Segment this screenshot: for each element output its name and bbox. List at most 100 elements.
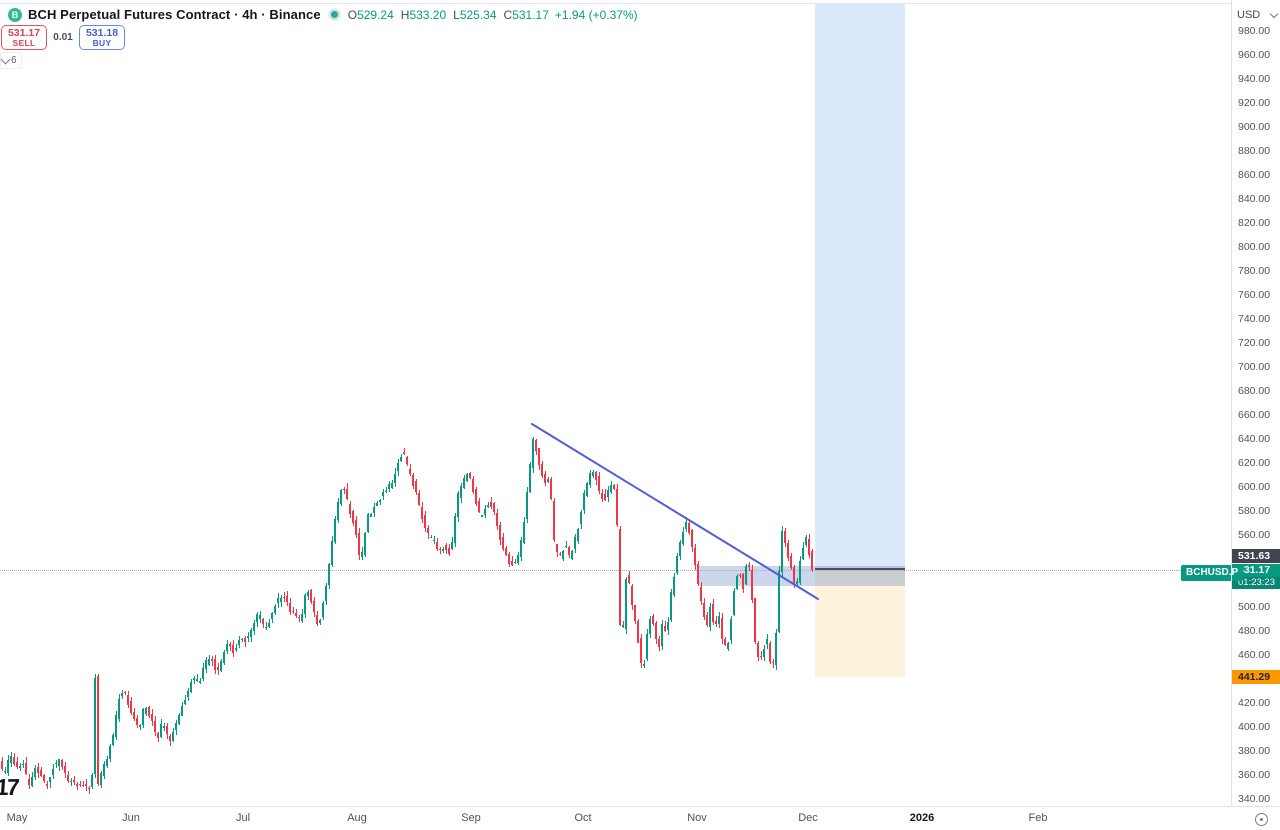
gear-icon[interactable] [1255, 813, 1268, 826]
time-label: Jul [235, 812, 251, 824]
candle [361, 551, 363, 557]
candle [19, 766, 21, 768]
candle [208, 659, 210, 665]
candle [325, 585, 327, 602]
price-axis[interactable]: USD 980.00 960.00 940.00 920.00 900.00 880.00… [1232, 0, 1280, 806]
candle [124, 691, 126, 694]
candle [676, 556, 678, 574]
candle [748, 564, 750, 568]
candle [811, 551, 813, 570]
bch-logo-icon: B [8, 7, 22, 22]
stop-price-label: 441.29 [1232, 670, 1280, 685]
candle [427, 527, 429, 534]
candle [142, 708, 144, 725]
price-tick: 980.00 [1238, 25, 1271, 37]
candle-wick [185, 695, 186, 706]
last-price-dotted-line [0, 569, 1231, 571]
ohlc-values: O529.24 H533.20 L525.34 C531.17 [348, 8, 549, 22]
candle [688, 522, 690, 533]
price-tick: 380.00 [1238, 745, 1271, 757]
candle [472, 478, 474, 492]
candle [49, 777, 51, 783]
trendline-drawing[interactable] [0, 0, 1231, 806]
candle [295, 612, 297, 617]
candle [733, 591, 735, 615]
candle [43, 774, 45, 782]
candle [415, 481, 417, 492]
candle [247, 636, 249, 638]
candle [220, 661, 222, 671]
candle [412, 474, 414, 486]
candle [235, 647, 237, 651]
position-entry-line[interactable] [815, 568, 905, 571]
candle-wick [344, 487, 345, 495]
candle [187, 690, 189, 697]
candle [700, 586, 702, 602]
currency-selector[interactable]: USD [1232, 7, 1280, 23]
symbol-title[interactable]: BCH Perpetual Futures Contract · 4h · Bi… [28, 7, 321, 22]
time-axis[interactable]: May Jun Jul Aug Sep Oct Nov Dec 2026 Feb [0, 807, 1280, 830]
candle [367, 514, 369, 533]
candle [697, 564, 699, 584]
price-tick: 660.00 [1238, 409, 1271, 421]
candle [607, 490, 609, 498]
candle [430, 537, 432, 539]
candle [547, 479, 549, 482]
candle [526, 491, 528, 519]
long-position-target-box[interactable] [815, 4, 905, 570]
candle [532, 438, 534, 469]
sell-button[interactable]: 531.17 SELL [1, 25, 47, 50]
candle-wick [386, 486, 387, 493]
candle-wick [380, 498, 381, 506]
candle [109, 745, 111, 760]
candle [724, 638, 726, 646]
candle [433, 540, 435, 542]
price-tick: 360.00 [1238, 769, 1271, 781]
drawings-count-toggle[interactable]: 6 [0, 52, 22, 69]
candle [181, 705, 183, 716]
chevron-down-icon [1269, 9, 1279, 18]
buy-button[interactable]: 531.18 BUY [79, 25, 125, 50]
candle [628, 574, 630, 583]
candle [799, 560, 801, 584]
time-label: Jun [122, 812, 140, 824]
candle [457, 493, 459, 518]
candle [373, 507, 375, 514]
candle [55, 762, 57, 765]
candle [202, 667, 204, 679]
candle [478, 501, 480, 512]
candle [241, 638, 243, 640]
candle [157, 732, 159, 738]
candle [391, 482, 393, 488]
candle [106, 758, 108, 766]
candle [346, 488, 348, 500]
price-tick: 340.00 [1238, 793, 1271, 805]
support-zone-rectangle[interactable] [698, 565, 905, 586]
candle [211, 658, 213, 661]
tradingview-logo[interactable]: 17 [0, 774, 19, 800]
candle [610, 485, 612, 493]
candle [46, 783, 48, 786]
candle-wick [440, 546, 441, 554]
candle-wick [404, 447, 405, 455]
candle [229, 644, 231, 647]
candle [601, 492, 603, 500]
chart-pane[interactable]: B BCH Perpetual Futures Contract · 4h · … [0, 0, 1231, 806]
long-position-risk-box[interactable] [815, 569, 905, 678]
candle [778, 571, 780, 632]
candle [703, 603, 705, 618]
candle [4, 771, 6, 773]
candle [682, 531, 684, 544]
candle [535, 440, 537, 452]
price-tick: 460.00 [1238, 649, 1271, 661]
candle [22, 763, 24, 765]
candle [796, 581, 798, 584]
candle [637, 620, 639, 643]
candle [673, 577, 675, 595]
candle [328, 564, 330, 585]
candle [565, 546, 567, 548]
candle [280, 597, 282, 603]
candle [388, 483, 390, 490]
candle-wick [512, 555, 513, 566]
